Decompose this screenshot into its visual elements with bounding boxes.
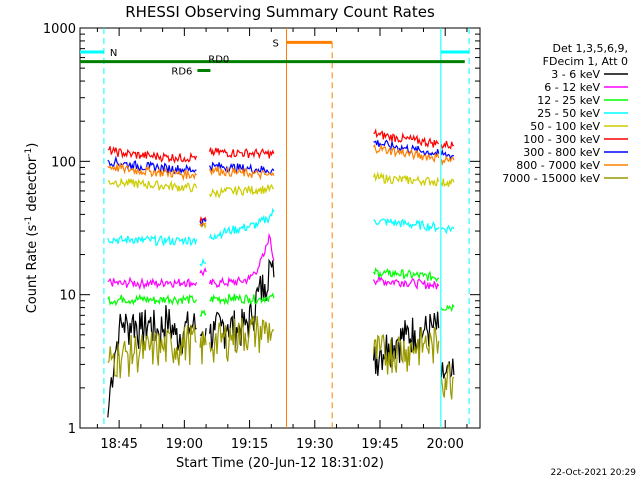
x-tick-label: 19:45 [361,437,398,452]
series-line [199,257,207,267]
series-line [372,267,440,283]
plot-frame [79,27,481,429]
chart-title: RHESSI Observing Summary Count Rates [125,3,435,21]
y-axis-label: Count Rate (s-1 detector-1) [24,143,40,314]
series-line [107,324,197,379]
x-tick-label: 19:30 [296,437,333,452]
series-line [199,217,207,228]
saa-label: S [273,38,279,49]
y-label-part-3: ) [25,143,40,148]
y-label-sup-2: -1 [24,148,34,157]
x-tick-label: 18:45 [100,437,137,452]
series-line [372,275,440,290]
x-tick-label: 19:00 [166,437,203,452]
series-line [440,178,455,188]
series-line [440,362,455,400]
night-label: N [110,48,117,59]
legend-entry-label: 7000 - 15000 keV [502,172,600,185]
series-line [209,292,275,306]
series-line [373,139,440,158]
series-line [209,165,275,181]
series-line [372,171,440,187]
series-line [107,178,198,193]
plot-area: 18:45 19:00 19:15 19:30 19:45 20:00 1 10 100 1000… [43,22,481,452]
legend-header-line-1: Det 1,3,5,6,9, [552,42,628,55]
series-line [199,266,207,277]
timestamp: 22-Oct-2021 20:29 [551,468,637,478]
y-label-part-2: detector [25,156,40,216]
series-line [209,183,275,199]
series-line [372,143,440,163]
series-line [440,155,455,166]
legend-entry-label: 12 - 25 keV [537,94,600,107]
rd6-label: RD6 [171,67,192,78]
series-line [440,140,455,150]
series-line [373,217,440,233]
legend-header-line-2: FDecim 1, Att 0 [543,55,628,68]
series-line [440,303,455,313]
series-line [209,147,275,160]
legend-entry-label: 50 - 100 keV [530,120,600,133]
legend-entry-label: 100 - 300 keV [523,133,600,146]
rd0-label: RD0 [208,55,229,66]
series-line [199,309,207,318]
y-tick-label: 1 [68,422,76,437]
series-line [209,315,275,363]
legend-entry-label: 25 - 50 keV [537,107,600,120]
series-line [107,234,198,247]
series-line [440,224,455,235]
y-label-sup-1: -1 [24,216,34,225]
legend-entry-label: 800 - 7000 keV [516,159,600,172]
series-line [373,128,440,149]
y-tick-label: 10 [59,289,76,304]
series-line [107,161,197,182]
y-tick-label: 100 [51,155,76,170]
series-line [107,145,198,164]
series-line [107,276,198,291]
series-line [199,222,207,228]
x-tick-label: 20:00 [426,437,463,452]
series-line [440,148,455,162]
series-line [209,232,275,289]
legend-entry-label: 6 - 12 keV [544,81,600,94]
series-line [372,327,440,375]
series-line [372,311,440,376]
y-label-part-1: Count Rate (s [25,225,40,314]
series-line [209,161,275,176]
series-line [199,331,207,365]
x-axis-label: Start Time (20-Jun-12 18:31:02) [176,456,384,471]
legend: Det 1,3,5,6,9, FDecim 1, Att 0 3 - 6 keV… [502,42,628,185]
y-tick-label: 1000 [43,22,76,37]
legend-entry-label: 3 - 6 keV [551,68,600,81]
series-line [209,207,275,241]
x-tick-label: 19:15 [231,437,268,452]
series-line [209,258,275,352]
series-line [107,293,198,307]
legend-entry-label: 300 - 800 keV [523,146,600,159]
